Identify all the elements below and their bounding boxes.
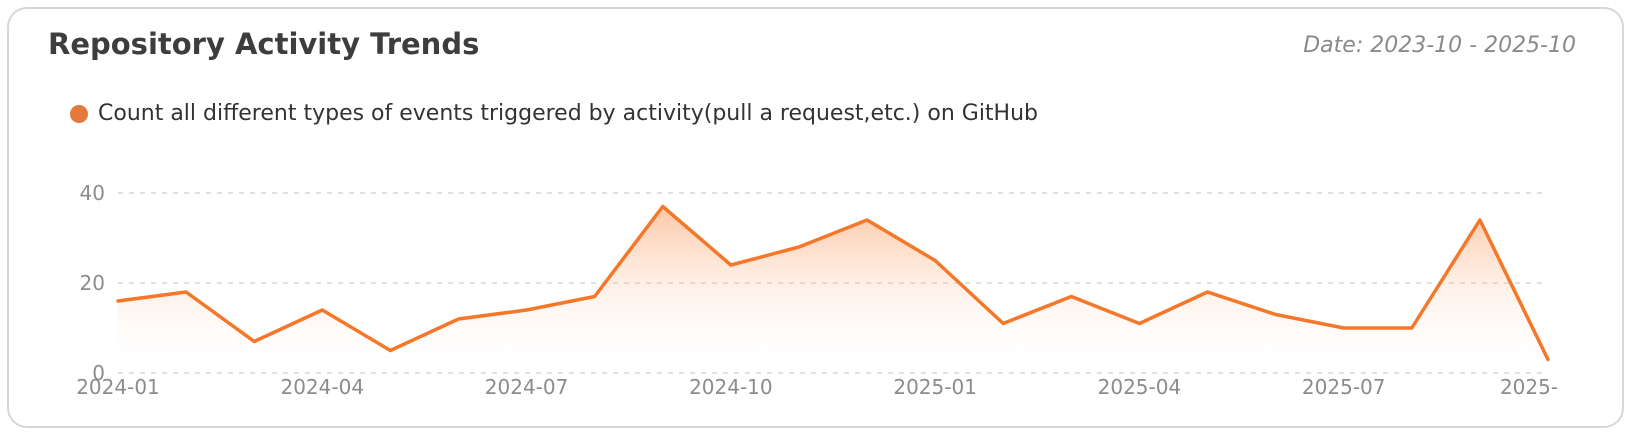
- svg-text:2024-04: 2024-04: [280, 375, 364, 399]
- legend-item[interactable]: Count all different types of events trig…: [70, 100, 1038, 128]
- legend-dot-icon: [70, 105, 88, 123]
- svg-text:2024-10: 2024-10: [689, 375, 773, 399]
- legend-label: Count all different types of events trig…: [98, 101, 1039, 126]
- svg-text:2024-07: 2024-07: [485, 375, 569, 399]
- page-title: Repository Activity Trends: [48, 27, 480, 61]
- date-range: Date: 2023-10 - 2025-10: [1303, 33, 1576, 58]
- svg-text:2024-01: 2024-01: [76, 375, 160, 399]
- svg-text:2025-01: 2025-01: [893, 375, 977, 399]
- svg-text:0: 0: [92, 361, 105, 385]
- chart-area[interactable]: 0 20 40 2024-01 2024-04 2024-07 2024-10 2025-01…: [0, 0, 1563, 434]
- svg-text:20: 20: [80, 271, 105, 295]
- svg-text:2025-: 2025-: [1500, 375, 1558, 399]
- activity-line-chart[interactable]: 0 20 40 2024-01 2024-04 2024-07 2024-10 2025-01…: [0, 0, 1563, 434]
- svg-text:2025-04: 2025-04: [1098, 375, 1182, 399]
- svg-text:40: 40: [80, 181, 105, 205]
- svg-text:2025-07: 2025-07: [1302, 375, 1386, 399]
